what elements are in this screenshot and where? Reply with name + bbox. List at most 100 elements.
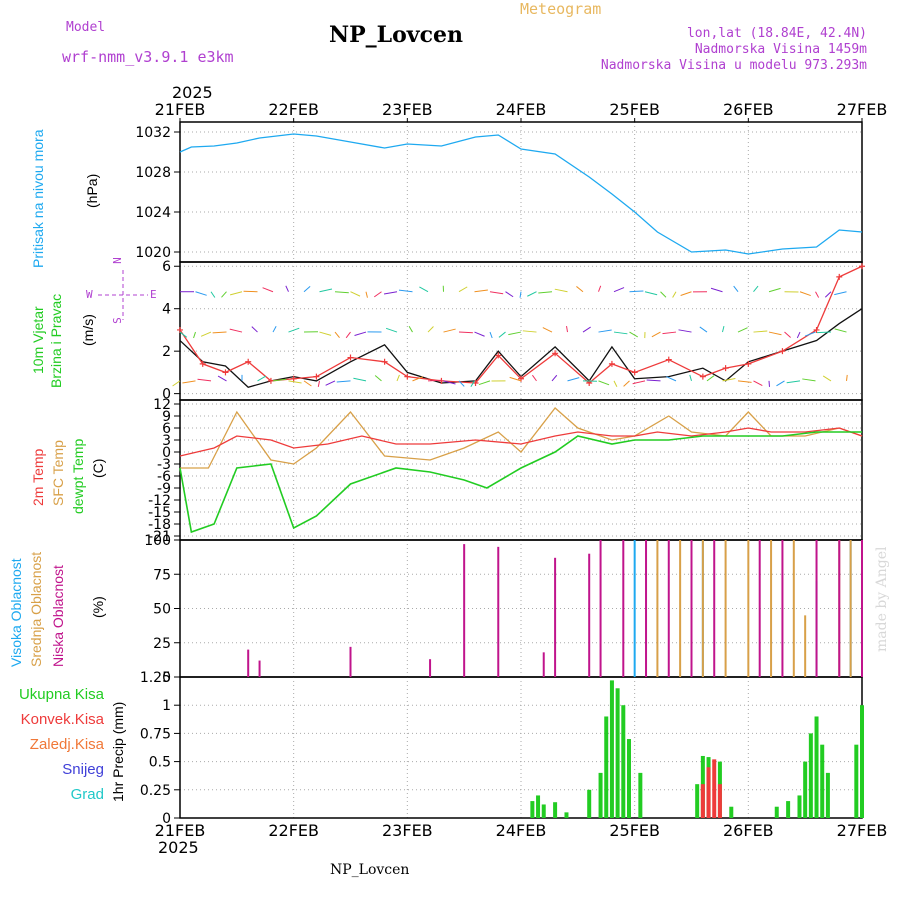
- wind-barb: [458, 380, 465, 387]
- y-tick-label: 0.75: [140, 726, 171, 742]
- y-tick-label: 0.5: [149, 755, 171, 771]
- wind-barb: [666, 376, 677, 382]
- precip-bar: [803, 761, 808, 818]
- precip-bar: [808, 733, 813, 818]
- x-tick-label-top: 26FEB: [723, 100, 774, 119]
- wind-barb: [272, 325, 277, 333]
- wind-barb: [722, 378, 736, 382]
- wind-barb: [319, 331, 332, 336]
- wind-barb: [508, 331, 522, 336]
- precip-bar: [786, 801, 791, 818]
- sfc-temp-line: [180, 407, 863, 469]
- x-tick-label-bottom: 24FEB: [496, 821, 547, 840]
- wind-barb: [784, 331, 791, 338]
- model-altitude-label: Nadmorska Visina u modelu 973.293m: [600, 58, 867, 73]
- cloud-bar: [770, 540, 773, 677]
- y-tick-label: 100: [144, 533, 171, 549]
- precip-conv-label: Konvek.Kisa: [20, 711, 104, 728]
- wind-barb: [408, 325, 413, 333]
- wind-barb: [776, 380, 785, 387]
- wind-barb: [527, 291, 537, 297]
- lonlat-label: lon,lat (18.84E, 42.4N): [686, 26, 867, 41]
- y-tick-label: 4: [162, 302, 171, 318]
- precip-bar: [774, 806, 779, 818]
- precip-bar: [797, 795, 802, 818]
- wind-barb: [251, 326, 258, 333]
- wind-barb: [804, 331, 816, 337]
- wind-gust-marker: [552, 350, 559, 357]
- model-value: wrf-nmm_v3.9.1 e3km: [62, 48, 234, 66]
- wind-barb: [672, 291, 677, 298]
- footer-station: NP_Lovcen: [330, 862, 410, 878]
- precip-bar: [695, 784, 700, 818]
- wind-compass-icon: [98, 270, 148, 320]
- wind-barb: [733, 285, 739, 293]
- precip-bar: [700, 784, 705, 818]
- cloud-bar: [542, 652, 545, 677]
- wind-gust-marker: [177, 326, 183, 333]
- y-tick-label: 1.25: [140, 670, 171, 686]
- y-tick-label: 25: [153, 636, 171, 652]
- cloud-bar: [838, 540, 841, 677]
- wind-barb: [221, 291, 227, 298]
- wind-barb: [303, 380, 312, 387]
- cloud-bar: [497, 546, 500, 677]
- wind-barb: [419, 286, 429, 293]
- wind-barb: [288, 380, 302, 384]
- dewpt-temp-line: [179, 431, 862, 534]
- wind-gust-marker: [199, 360, 206, 367]
- wind-barb: [195, 291, 207, 296]
- wind-barb: [802, 378, 816, 382]
- y-tick-label: 0: [162, 387, 171, 403]
- cloud-bar: [861, 540, 863, 677]
- y-tick-label: 6: [162, 259, 171, 275]
- wind-barb: [678, 329, 692, 333]
- wind-barb: [474, 289, 488, 293]
- wind-barb: [699, 326, 708, 333]
- wind-barb: [272, 378, 287, 382]
- cloud-bar: [679, 540, 682, 677]
- wind-gust-line: [179, 265, 863, 384]
- cloud-bar: [247, 649, 250, 677]
- panel-frame: [179, 676, 863, 819]
- wind-barb: [613, 380, 618, 387]
- y-tick-label: 0: [162, 445, 171, 461]
- wind-barb: [613, 331, 628, 335]
- wind-barb: [768, 287, 781, 293]
- wind-barb: [334, 331, 340, 339]
- cloud-bar: [849, 540, 852, 677]
- precip-bar: [820, 744, 825, 818]
- wind-barb: [443, 380, 456, 385]
- wind-barb: [243, 290, 258, 293]
- precip-bar: [706, 767, 711, 818]
- precip-bar: [621, 705, 626, 818]
- y-tick-label: 12: [153, 397, 171, 413]
- wind-gust-marker: [608, 360, 615, 367]
- x-tick-label-top: 27FEB: [837, 100, 888, 119]
- wind-barb: [353, 377, 367, 382]
- wind-gust-marker: [404, 373, 411, 380]
- cloud-bar: [554, 557, 557, 677]
- cloud-bar: [463, 544, 466, 677]
- precip-bar: [717, 784, 722, 818]
- wind-gust-marker: [290, 375, 297, 382]
- wind-gust-marker: [245, 358, 252, 365]
- wind-barb: [229, 328, 243, 333]
- y-tick-label: -3: [157, 457, 171, 473]
- y-tick-label: -12: [148, 493, 171, 509]
- wind-barb: [354, 331, 367, 336]
- wind-barb: [598, 380, 610, 386]
- station-title: NP_Lovcen: [329, 22, 463, 48]
- precip-bar: [598, 772, 603, 818]
- wind-barb: [706, 375, 715, 382]
- wind-gust-marker: [381, 358, 388, 365]
- cloud-bar: [747, 540, 750, 677]
- cloud-bar: [645, 540, 648, 677]
- wind-barb: [846, 374, 848, 381]
- precip-bar: [604, 716, 609, 818]
- cloud-bar: [656, 540, 659, 677]
- y-tick-label: 3: [162, 433, 171, 449]
- x-tick-label-top: 24FEB: [496, 100, 547, 119]
- x-tick-label-bottom: 25FEB: [609, 821, 660, 840]
- precip-bar: [615, 688, 620, 818]
